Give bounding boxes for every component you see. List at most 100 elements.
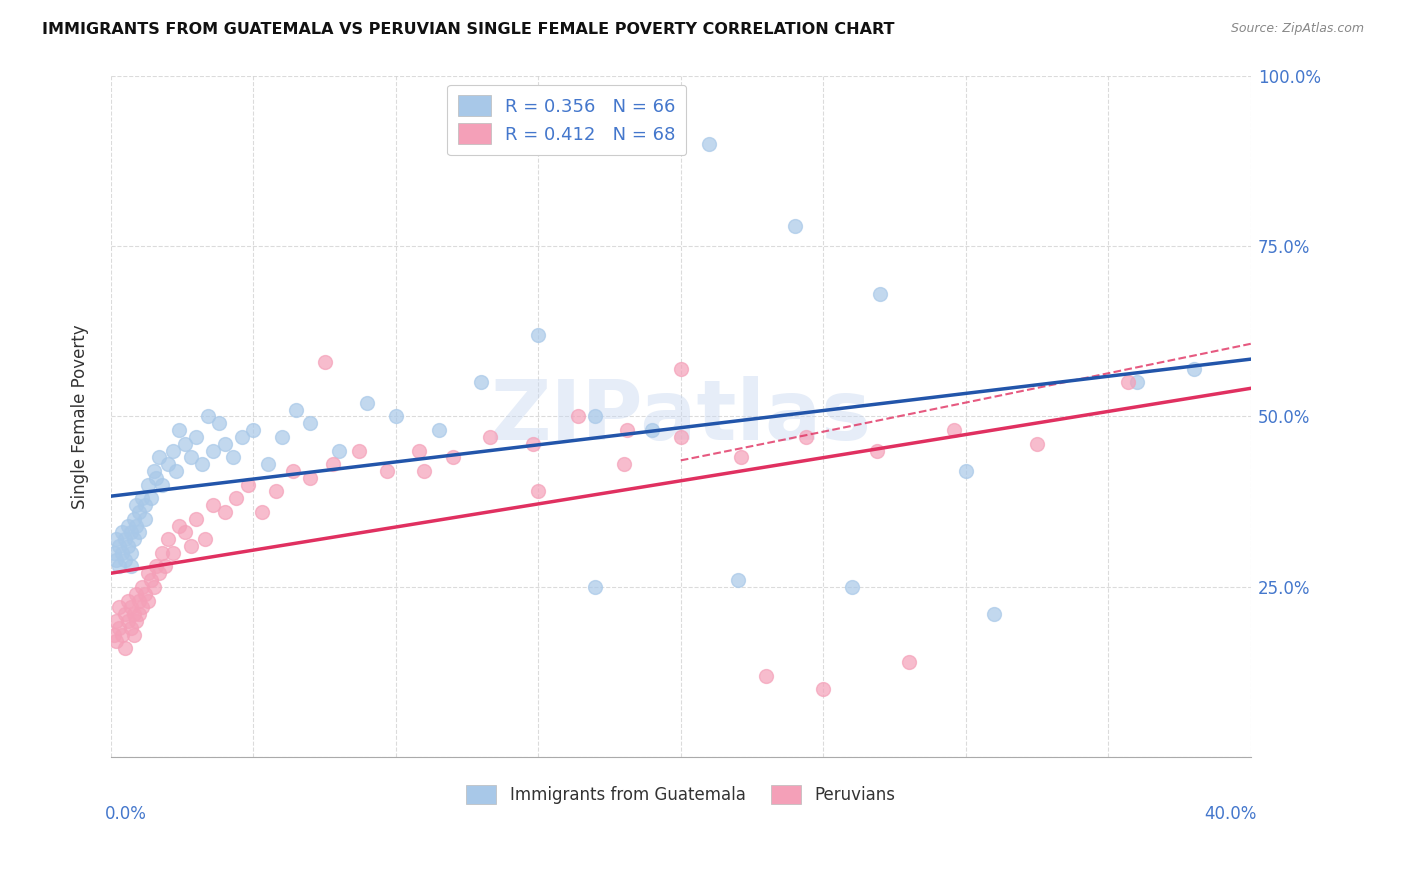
Point [841, 580, 863, 594]
Point [117, 593, 139, 607]
Point [1126, 376, 1149, 390]
Point [108, 600, 131, 615]
Point [943, 423, 966, 437]
Point [145, 471, 167, 485]
Point [755, 668, 778, 682]
Point [139, 491, 162, 506]
Point [131, 491, 153, 506]
Point [470, 376, 492, 390]
Point [478, 430, 501, 444]
Point [413, 464, 436, 478]
Point [108, 559, 131, 574]
Point [356, 396, 378, 410]
Text: 40.0%: 40.0% [1204, 805, 1257, 823]
Point [114, 641, 136, 656]
Point [120, 546, 142, 560]
Point [299, 471, 322, 485]
Point [105, 614, 128, 628]
Point [180, 450, 202, 465]
Point [105, 634, 128, 648]
Point [583, 409, 606, 424]
Point [264, 484, 287, 499]
Point [191, 457, 214, 471]
Point [783, 219, 806, 233]
Point [567, 409, 589, 424]
Point [427, 423, 450, 437]
Point [328, 443, 350, 458]
Point [162, 443, 184, 458]
Point [384, 409, 406, 424]
Point [114, 532, 136, 546]
Point [108, 621, 131, 635]
Point [128, 607, 150, 622]
Text: Source: ZipAtlas.com: Source: ZipAtlas.com [1230, 22, 1364, 36]
Legend: Immigrants from Guatemala, Peruvians: Immigrants from Guatemala, Peruvians [460, 778, 901, 811]
Point [117, 518, 139, 533]
Point [120, 525, 142, 540]
Point [641, 423, 664, 437]
Point [1182, 361, 1205, 376]
Point [125, 518, 148, 533]
Point [616, 423, 638, 437]
Point [866, 443, 889, 458]
Point [125, 614, 148, 628]
Point [122, 628, 145, 642]
Point [214, 505, 236, 519]
Point [285, 402, 308, 417]
Point [250, 505, 273, 519]
Point [167, 518, 190, 533]
Point [117, 614, 139, 628]
Point [727, 573, 749, 587]
Point [162, 546, 184, 560]
Point [105, 552, 128, 566]
Point [131, 580, 153, 594]
Text: ZIPatlas: ZIPatlas [491, 376, 872, 457]
Point [225, 491, 247, 506]
Point [202, 443, 225, 458]
Point [122, 607, 145, 622]
Point [156, 532, 179, 546]
Point [145, 559, 167, 574]
Point [103, 546, 125, 560]
Y-axis label: Single Female Poverty: Single Female Poverty [72, 324, 89, 508]
Point [669, 430, 692, 444]
Point [1116, 376, 1139, 390]
Point [122, 512, 145, 526]
Point [125, 587, 148, 601]
Point [375, 464, 398, 478]
Point [148, 566, 170, 581]
Point [103, 628, 125, 642]
Point [122, 532, 145, 546]
Point [208, 417, 231, 431]
Point [197, 409, 219, 424]
Point [869, 286, 891, 301]
Point [142, 464, 165, 478]
Point [730, 450, 752, 465]
Point [983, 607, 1005, 622]
Point [114, 607, 136, 622]
Point [794, 430, 817, 444]
Point [299, 417, 322, 431]
Point [114, 552, 136, 566]
Point [153, 559, 176, 574]
Point [214, 436, 236, 450]
Point [136, 593, 159, 607]
Point [128, 525, 150, 540]
Point [583, 580, 606, 594]
Point [134, 498, 156, 512]
Point [242, 423, 264, 437]
Point [527, 327, 550, 342]
Point [120, 559, 142, 574]
Point [408, 443, 430, 458]
Text: IMMIGRANTS FROM GUATEMALA VS PERUVIAN SINGLE FEMALE POVERTY CORRELATION CHART: IMMIGRANTS FROM GUATEMALA VS PERUVIAN SI… [42, 22, 894, 37]
Point [111, 546, 134, 560]
Point [136, 566, 159, 581]
Point [186, 430, 208, 444]
Point [167, 423, 190, 437]
Point [105, 532, 128, 546]
Point [669, 361, 692, 376]
Point [131, 600, 153, 615]
Point [527, 484, 550, 499]
Point [111, 525, 134, 540]
Point [128, 593, 150, 607]
